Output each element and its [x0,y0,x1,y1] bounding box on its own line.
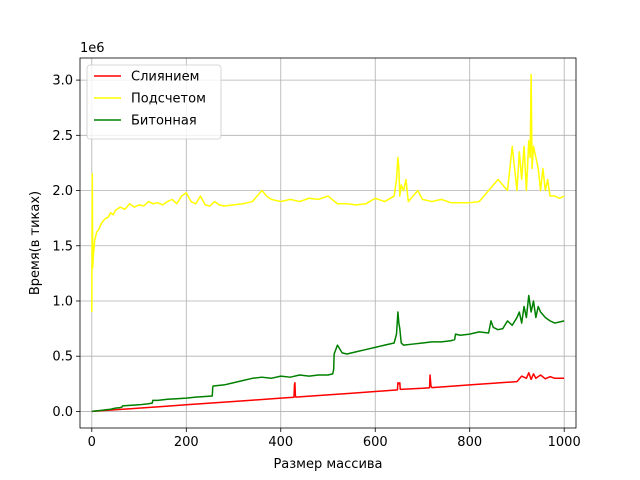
x-tick-label: 1000 [548,435,581,450]
y-tick-label: 1.0 [52,294,73,309]
x-axis-label: Размер массива [273,457,382,472]
x-tick-label: 800 [457,435,482,450]
y-tick-label: 1.5 [52,239,73,254]
x-tick-label: 400 [268,435,293,450]
legend: Слиянием Подсчетом Битонная [86,64,222,140]
legend-label: Битонная [131,114,197,129]
series-line [91,73,565,313]
y-tick-label: 2.0 [52,184,73,199]
y-tick-label: 0.5 [52,350,73,365]
series-lines [91,73,565,413]
plot-frame [79,57,577,429]
y-tick-label: 0.0 [52,405,73,420]
legend-label: Подсчетом [131,92,206,107]
y-axis-offset-text: 1e6 [80,41,105,56]
y-tick-label: 3.0 [52,74,73,89]
y-tick-label: 2.5 [52,129,73,144]
grid [80,58,576,428]
legend-label: Слиянием [131,70,199,85]
x-tick-label: 600 [363,435,388,450]
series-line [91,294,565,413]
axis-ticks: 0 200 400 600 800 1000 0.0 0.5 1.0 1.5 2.0 2.5 3.0 [52,74,580,450]
y-axis-label: Время(в тиках) [28,191,43,295]
x-tick-label: 0 [88,435,96,450]
series-line [91,372,565,413]
x-tick-label: 200 [174,435,199,450]
